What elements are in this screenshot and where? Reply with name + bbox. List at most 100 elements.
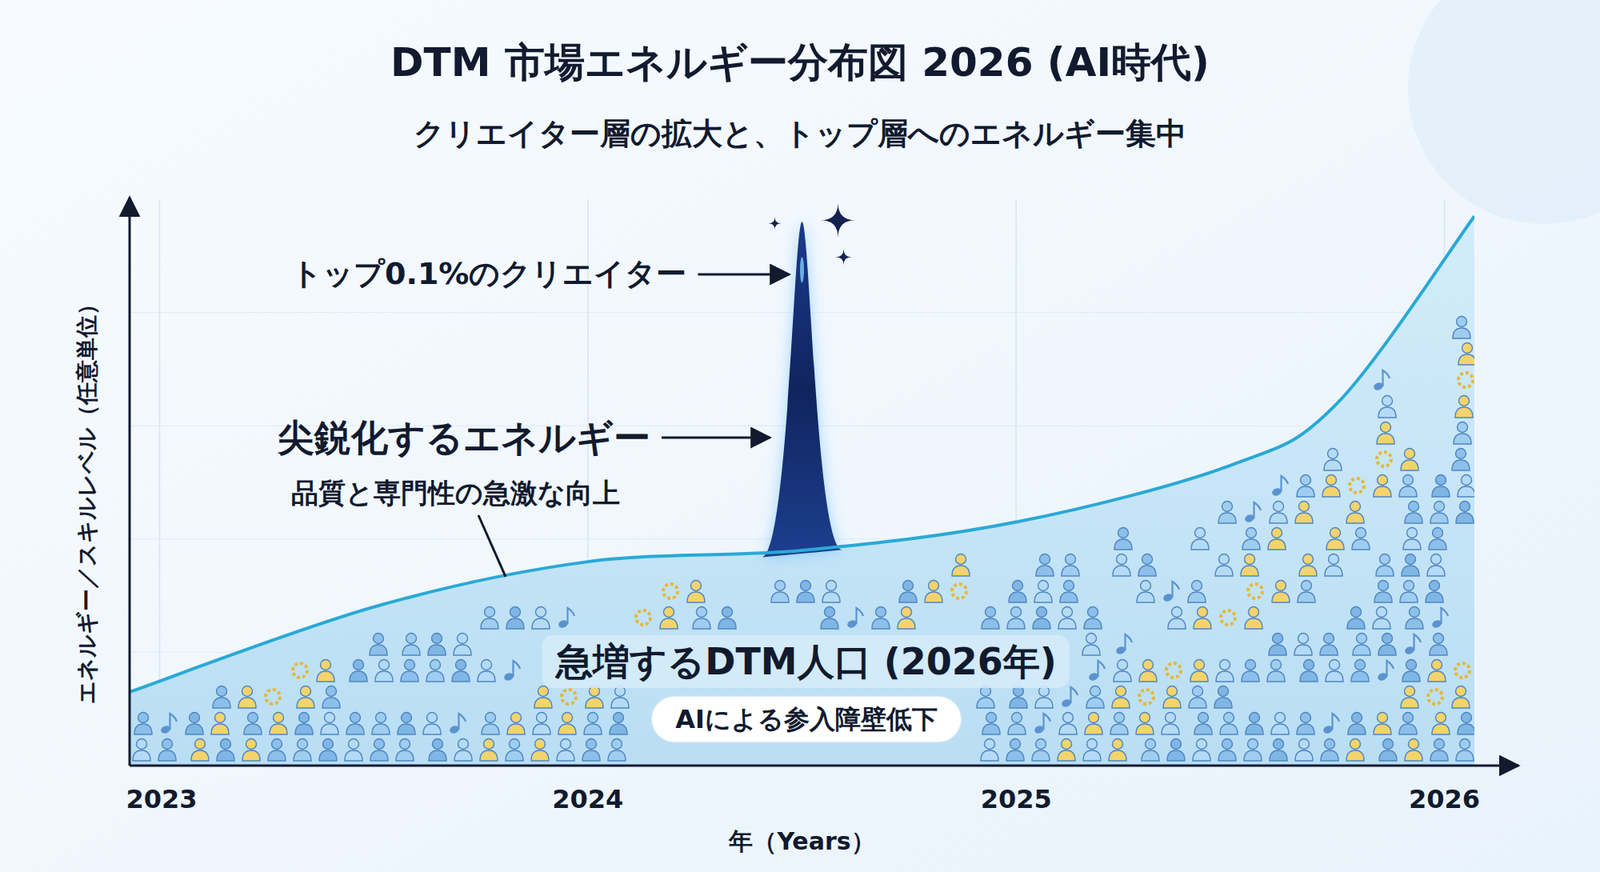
person-icon [404,660,416,671]
annotations: トップ0.1%のクリエイター尖鋭化するエネルギー品質と専門性の急激な向上急増する… [276,256,1070,743]
person-icon [722,607,733,618]
person-icon [458,739,469,750]
person-icon [1382,396,1393,407]
person-icon [1062,607,1073,618]
person-icon [344,750,363,761]
person-icon [1432,724,1450,735]
gear-icon [1248,584,1263,599]
person-icon [1428,671,1446,682]
person-icon [293,750,312,761]
person-icon [1429,644,1448,656]
person-icon [1351,671,1369,682]
note-icon [856,608,864,624]
person-icon [1272,528,1283,539]
person-icon [349,671,368,682]
person-icon [1194,660,1205,671]
annotation-quality: 品質と専門性の急激な向上 [291,476,620,509]
person-icon [246,739,257,750]
person-icon [1011,607,1022,618]
person-icon [982,724,1000,735]
bg-decoration [1408,0,1600,224]
person-icon [1061,565,1080,576]
person-icon [1172,607,1183,618]
person-icon [826,580,837,592]
person-icon [1268,644,1287,656]
person-icon [1399,486,1417,497]
person-icon [1271,660,1282,671]
person-icon [1215,565,1233,576]
person-icon [1220,724,1238,735]
person-icon [1010,739,1021,750]
person-icon [1378,644,1396,656]
person-icon [1434,739,1445,750]
person-icon [1326,475,1337,486]
person-icon [1299,501,1310,512]
person-icon [1374,592,1392,603]
person-icon [1216,671,1234,682]
note-icon [459,713,467,730]
person-icon [1269,750,1288,761]
person-icon [1324,633,1335,644]
person-icon [185,724,204,735]
person-icon [396,750,414,761]
person-icon [1273,739,1284,750]
person-icon [350,712,361,724]
person-icon [532,618,550,629]
person-icon [585,697,604,708]
person-icon [1222,739,1233,750]
person-icon [1294,644,1312,656]
person-icon [1324,565,1343,576]
person-icon [1188,697,1207,708]
person-icon [588,712,599,724]
person-icon [1453,433,1472,444]
person-icon [1012,712,1023,724]
person-icon [376,712,387,724]
person-icon [535,739,546,750]
person-icon [1402,671,1420,682]
person-icon [485,712,496,724]
person-icon [1084,618,1102,629]
person-icon [346,724,364,735]
person-icon [1405,618,1424,629]
person-icon [1436,712,1447,724]
person-icon [1244,554,1256,565]
note-icon [1172,581,1180,598]
person-icon [1083,750,1101,761]
person-icon [1297,592,1316,603]
person-icon [300,686,312,697]
person-icon [295,724,313,735]
person-icon [582,750,600,761]
person-icon [609,724,628,735]
person-icon [322,697,340,708]
person-icon [1404,512,1423,524]
person-icon [324,712,336,724]
person-icon [1296,486,1315,497]
person-icon [1084,724,1103,735]
person-icon [297,739,308,750]
person-icon [1006,750,1024,761]
person-icon [1377,475,1388,486]
person-icon [216,686,228,697]
person-icon [1456,512,1474,524]
person-icon [191,750,209,761]
gear-icon [265,689,280,704]
person-icon [1407,528,1418,539]
person-icon [1194,724,1212,735]
person-icon [1399,724,1417,735]
person-icon [822,592,840,603]
person-icon [1275,712,1286,724]
person-icon [1143,660,1154,671]
person-icon [1380,422,1392,433]
person-icon [718,618,736,629]
person-icon [430,660,441,671]
person-icon [511,712,522,724]
person-icon [1167,686,1178,697]
person-icon [1116,686,1127,697]
person-icon [1383,739,1394,750]
person-icon [1373,724,1392,735]
person-icon [556,750,575,761]
person-icon [1328,554,1340,565]
person-icon [1431,554,1442,565]
person-icon [238,697,256,708]
person-icon [1040,554,1051,565]
